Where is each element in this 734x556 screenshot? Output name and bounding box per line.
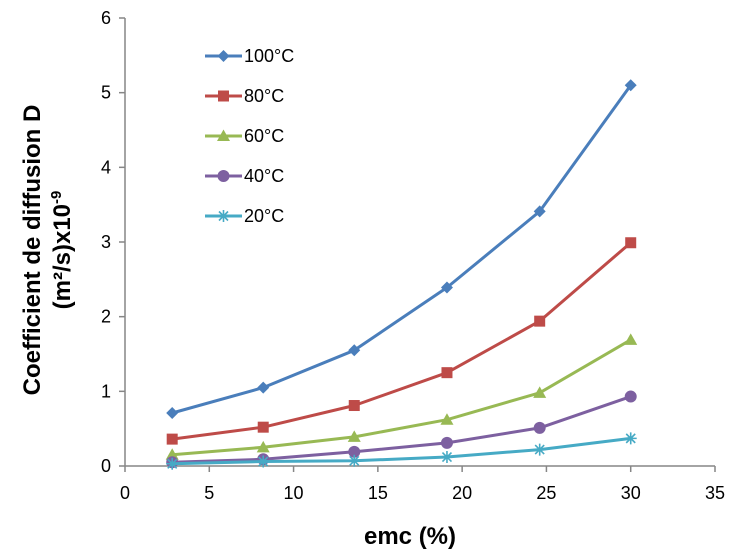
data-point xyxy=(348,454,361,467)
data-point xyxy=(624,79,637,92)
x-tick-label: 20 xyxy=(452,483,472,503)
data-point xyxy=(440,281,453,294)
data-point xyxy=(533,421,546,434)
data-point xyxy=(625,237,637,249)
data-point xyxy=(533,443,546,456)
series-2 xyxy=(166,237,637,445)
x-tick-label: 10 xyxy=(284,483,304,503)
data-point xyxy=(257,421,269,433)
x-tick-label: 15 xyxy=(368,483,388,503)
data-point xyxy=(441,367,453,379)
legend-marker xyxy=(217,129,230,141)
legend-label: 40°C xyxy=(244,166,284,186)
x-ticks: 0 5 10 15 20 25 30 35 xyxy=(120,466,725,503)
data-point xyxy=(257,381,270,394)
series-1 xyxy=(166,79,637,419)
series-layer xyxy=(165,79,638,470)
series-line xyxy=(171,84,632,415)
legend-item: 60°C xyxy=(205,126,284,146)
y-tick-label: 1 xyxy=(101,381,111,401)
data-point xyxy=(624,333,638,345)
x-tick-label: 30 xyxy=(621,483,641,503)
series-line xyxy=(172,338,632,457)
x-tick-label: 0 xyxy=(120,483,130,503)
x-tick-label: 5 xyxy=(204,483,214,503)
legend: 100°C 80°C 60°C 40°C 20°C xyxy=(205,46,294,226)
legend-marker xyxy=(217,170,230,182)
data-point xyxy=(348,344,361,357)
y-tick-label: 5 xyxy=(101,83,111,103)
x-tick-label: 35 xyxy=(705,483,725,503)
data-point xyxy=(533,386,547,398)
y-tick-label: 0 xyxy=(101,456,111,476)
series-line xyxy=(172,395,632,464)
series-3 xyxy=(165,333,638,460)
data-point xyxy=(348,445,361,458)
data-point xyxy=(166,457,179,470)
legend-item: 20°C xyxy=(205,206,284,226)
y-axis-title-line2: (m²/s)x10-9 xyxy=(48,191,76,310)
legend-item: 80°C xyxy=(205,86,284,106)
y-axis-title-line1: Coefficient de diffusion D xyxy=(19,105,46,396)
x-tick-label: 25 xyxy=(536,483,556,503)
y-axis-exponent: -9 xyxy=(48,191,65,204)
legend-label: 80°C xyxy=(244,86,284,106)
data-point xyxy=(533,205,546,218)
x-axis-title: emc (%) xyxy=(364,523,456,550)
data-point xyxy=(624,432,637,445)
data-point xyxy=(440,413,454,425)
legend-item: 100°C xyxy=(205,46,294,66)
legend-label: 20°C xyxy=(244,206,284,226)
y-ticks: 0 1 2 3 4 5 6 xyxy=(101,8,125,476)
legend-marker xyxy=(218,90,229,102)
data-point xyxy=(166,433,178,445)
data-point xyxy=(347,430,361,442)
data-point xyxy=(257,455,270,468)
data-point xyxy=(166,406,179,419)
series-5 xyxy=(166,432,637,470)
legend-label: 100°C xyxy=(244,46,294,66)
data-point xyxy=(440,451,453,464)
data-point xyxy=(165,448,179,460)
data-point xyxy=(624,390,637,403)
legend-label: 60°C xyxy=(244,126,284,146)
y-tick-label: 6 xyxy=(101,8,111,28)
legend-item: 40°C xyxy=(205,166,284,186)
data-point xyxy=(440,436,453,449)
y-tick-label: 4 xyxy=(101,157,111,177)
data-point xyxy=(256,440,270,453)
series-line xyxy=(172,436,631,466)
legend-marker xyxy=(217,210,230,222)
y-tick-label: 3 xyxy=(101,232,111,252)
data-point xyxy=(534,315,546,327)
y-tick-label: 2 xyxy=(101,307,111,327)
series-line xyxy=(172,241,632,441)
y-axis-unit: (m²/s)x10 xyxy=(49,204,76,309)
data-point xyxy=(348,400,360,412)
legend-marker xyxy=(217,50,230,62)
